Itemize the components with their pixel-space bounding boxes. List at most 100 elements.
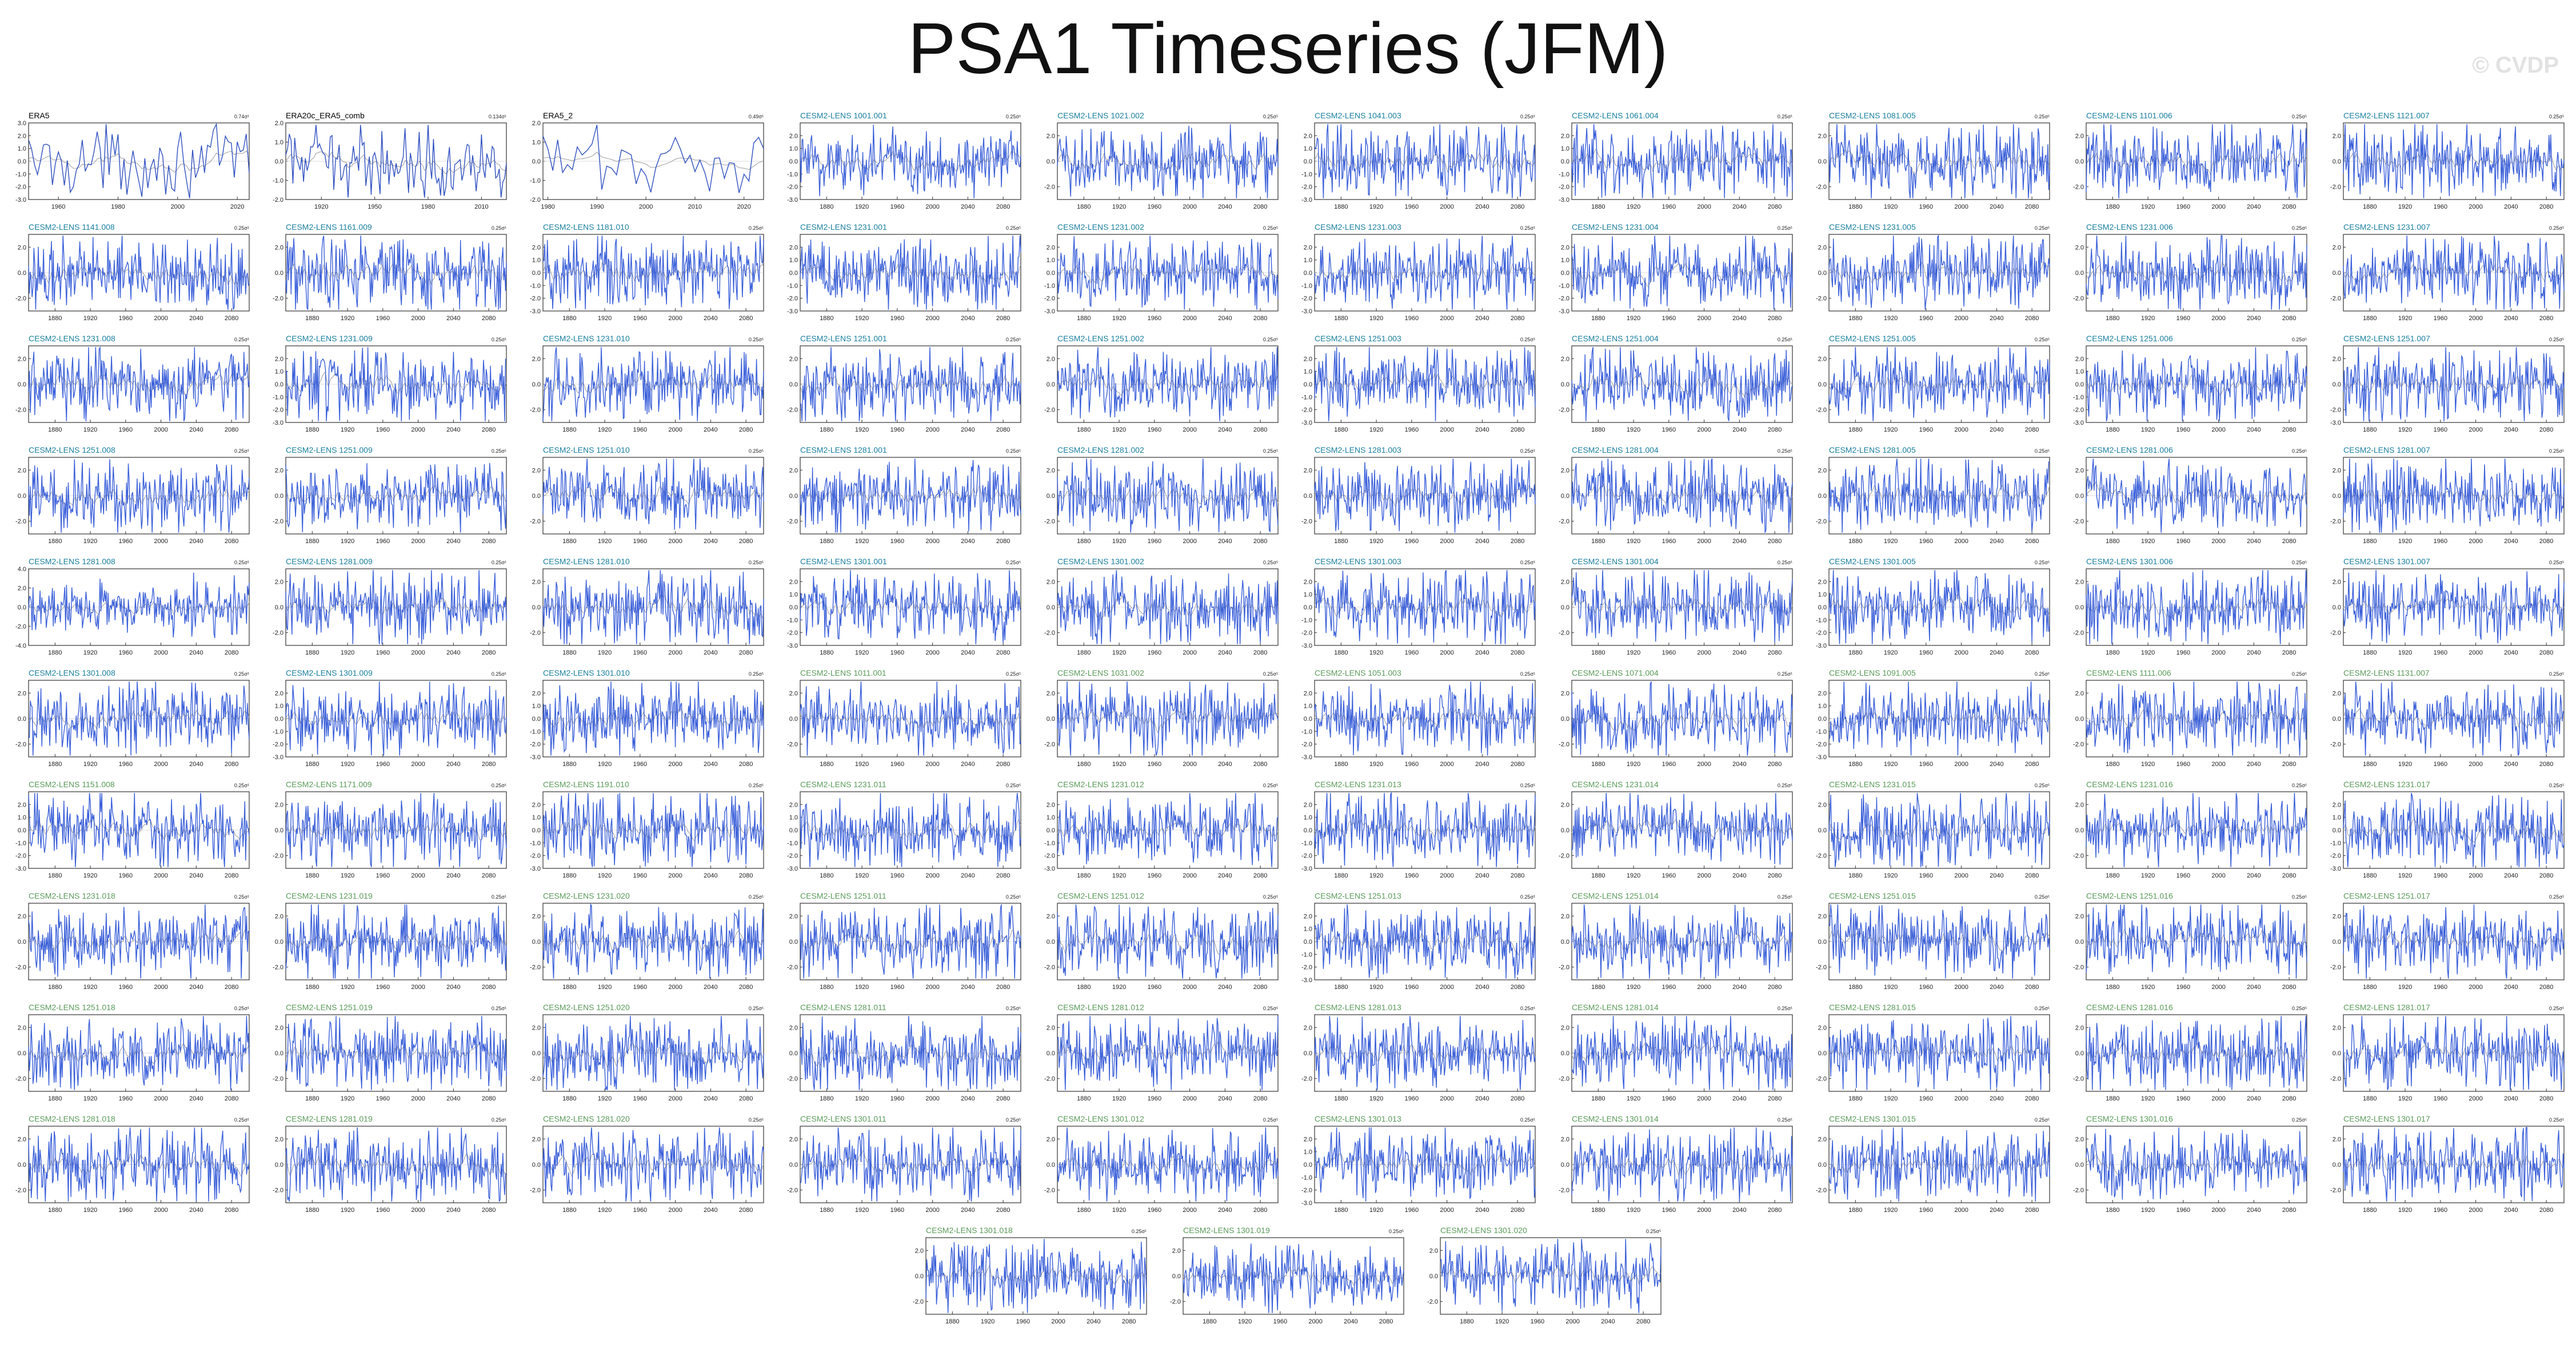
y-tick-label: 2.0	[1818, 913, 1827, 920]
x-tick-label: 2000	[1954, 649, 1968, 656]
timeseries-panel: CESM2-LENS 1301.011 0.25σ¹ 2.0 0.0 -2.0 1880 1…	[787, 1114, 1021, 1214]
x-tick-label: 2040	[1475, 1095, 1489, 1102]
panel-units: 0.25σ¹	[492, 783, 506, 788]
panel-title: CESM2-LENS 1281.020	[543, 1114, 630, 1123]
x-tick-label: 2040	[1990, 1207, 2003, 1214]
x-tick-label: 2080	[482, 1207, 496, 1214]
panel-title: CESM2-LENS 1301.001	[800, 557, 887, 566]
x-tick-label: 1920	[2398, 1095, 2412, 1102]
y-tick-label: 1.0	[2333, 815, 2341, 821]
y-tick-label: 0.0	[1561, 716, 1569, 723]
x-tick-label: 2040	[1218, 649, 1232, 656]
panel-title: CESM2-LENS 1231.009	[286, 334, 373, 343]
x-tick-label: 1880	[2363, 315, 2377, 322]
x-tick-label: 1880	[2363, 984, 2377, 991]
y-tick-label: 2.0	[532, 467, 541, 474]
series-line	[800, 793, 1021, 867]
y-tick-label: 0.0	[1818, 716, 1827, 723]
y-tick-label: -1.0	[1301, 728, 1312, 735]
series-line	[285, 236, 507, 310]
x-tick-label: 2040	[1990, 984, 2003, 991]
y-tick-label: 0.0	[18, 1162, 26, 1168]
x-tick-label: 2080	[2539, 1095, 2553, 1102]
y-tick-label: -2.0	[787, 1187, 798, 1194]
x-tick-label: 2000	[2469, 1095, 2482, 1102]
panel-units: 0.25σ¹	[492, 337, 506, 342]
ensemble-mean-line	[2343, 707, 2565, 729]
x-tick-label: 1880	[1848, 1095, 1862, 1102]
x-tick-label: 2080	[996, 1207, 1010, 1214]
panel-title: CESM2-LENS 1281.016	[2086, 1003, 2173, 1012]
panel-title: CESM2-LENS 1231.018	[29, 891, 115, 900]
series-line	[1057, 124, 1279, 198]
x-tick-label: 2080	[2282, 984, 2296, 991]
panel-units: 0.25σ¹	[1132, 1229, 1147, 1234]
y-tick-label: -2.0	[787, 184, 798, 191]
timeseries-panel: CESM2-LENS 1231.020 0.25σ¹ 2.0 0.0 -2.0 1880 1…	[530, 891, 764, 991]
timeseries-panel: CESM2-LENS 1251.003 0.25σ¹ 2.0 1.0 0.0 -1.0 -2…	[1301, 334, 1536, 433]
y-tick-label: -1.0	[530, 728, 541, 735]
panel-title: CESM2-LENS 1001.001	[800, 111, 887, 120]
y-tick-label: 2.0	[1818, 356, 1827, 362]
panel-title: CESM2-LENS 1301.011	[800, 1114, 886, 1123]
x-tick-label: 1980	[421, 204, 435, 210]
x-tick-label: 1960	[1662, 204, 1676, 210]
x-tick-label: 1960	[633, 1207, 647, 1214]
panel-title: CESM2-LENS 1281.015	[1829, 1003, 1916, 1012]
x-tick-label: 2000	[1440, 761, 1453, 768]
y-tick-label: -3.0	[1816, 643, 1827, 649]
x-tick-label: 2000	[668, 872, 682, 879]
x-tick-label: 1960	[890, 1207, 904, 1214]
timeseries-panel: CESM2-LENS 1301.017 0.25σ¹ 2.0 0.0 -2.0 1880 1…	[2330, 1114, 2565, 1214]
timeseries-panel: CESM2-LENS 1231.010 0.25σ¹ 2.0 0.0 -2.0 1880 1…	[530, 334, 764, 433]
x-tick-label: 2080	[2025, 204, 2039, 210]
y-tick-label: -2.0	[1044, 964, 1055, 971]
y-tick-label: 0.0	[2333, 604, 2341, 611]
y-tick-label: -2.0	[1301, 184, 1312, 191]
x-tick-label: 2000	[668, 315, 682, 322]
series-line	[1057, 570, 1279, 644]
timeseries-panel: CESM2-LENS 1251.018 0.25σ¹ 2.0 0.0 -2.0 1880 1…	[15, 1003, 250, 1102]
x-tick-label: 2000	[154, 538, 167, 545]
y-tick-label: 0.0	[1818, 827, 1827, 834]
panel-units: 0.25σ¹	[1263, 225, 1278, 231]
panel-units: 0.25σ¹	[1263, 560, 1278, 565]
y-tick-label: 0.0	[275, 604, 283, 611]
timeseries-panel: CESM2-LENS 1231.016 0.25σ¹ 2.0 0.0 -2.0 1880 1…	[2073, 780, 2307, 879]
series-line	[2343, 124, 2565, 198]
x-tick-label: 2080	[739, 761, 753, 768]
x-tick-label: 2000	[2211, 538, 2225, 545]
panel-title: CESM2-LENS 1281.018	[29, 1114, 115, 1123]
y-tick-label: -2.0	[1044, 296, 1055, 302]
series-line	[2343, 570, 2565, 644]
x-tick-label: 1880	[1848, 761, 1862, 768]
y-tick-label: -2.0	[1559, 1187, 1569, 1194]
y-tick-label: -2.0	[273, 853, 283, 860]
y-tick-label: 0.0	[2333, 716, 2341, 723]
x-tick-label: 2080	[1253, 538, 1267, 545]
panel-units: 0.25σ¹	[1520, 225, 1535, 231]
y-tick-label: -2.0	[530, 741, 541, 748]
x-tick-label: 2080	[739, 1095, 753, 1102]
x-tick-label: 1980	[111, 204, 125, 210]
y-tick-label: 0.0	[2333, 270, 2341, 277]
x-tick-label: 1920	[1627, 1095, 1640, 1102]
x-tick-label: 2040	[1218, 426, 1232, 433]
panel-title: CESM2-LENS 1231.004	[1572, 222, 1659, 232]
y-tick-label: 0.0	[789, 716, 798, 723]
series-line	[1057, 793, 1279, 867]
y-tick-label: 2.0	[1047, 690, 1055, 697]
x-tick-label: 2040	[446, 872, 460, 879]
timeseries-panel: CESM2-LENS 1041.003 0.25σ¹ 2.0 1.0 0.0 -1.0 -2…	[1301, 111, 1536, 210]
panel-units: 0.25σ¹	[1778, 894, 1792, 900]
x-tick-label: 1960	[633, 538, 647, 545]
x-tick-label: 1960	[1405, 204, 1419, 210]
series-line	[285, 904, 507, 979]
y-tick-label: -3.0	[15, 197, 26, 204]
y-tick-label: -2.0	[2073, 184, 2084, 191]
x-tick-label: 2040	[2247, 204, 2261, 210]
series-line	[1828, 1016, 2050, 1090]
x-tick-label: 2040	[1990, 315, 2003, 322]
x-tick-label: 2000	[1954, 761, 1968, 768]
x-tick-label: 2080	[739, 426, 753, 433]
